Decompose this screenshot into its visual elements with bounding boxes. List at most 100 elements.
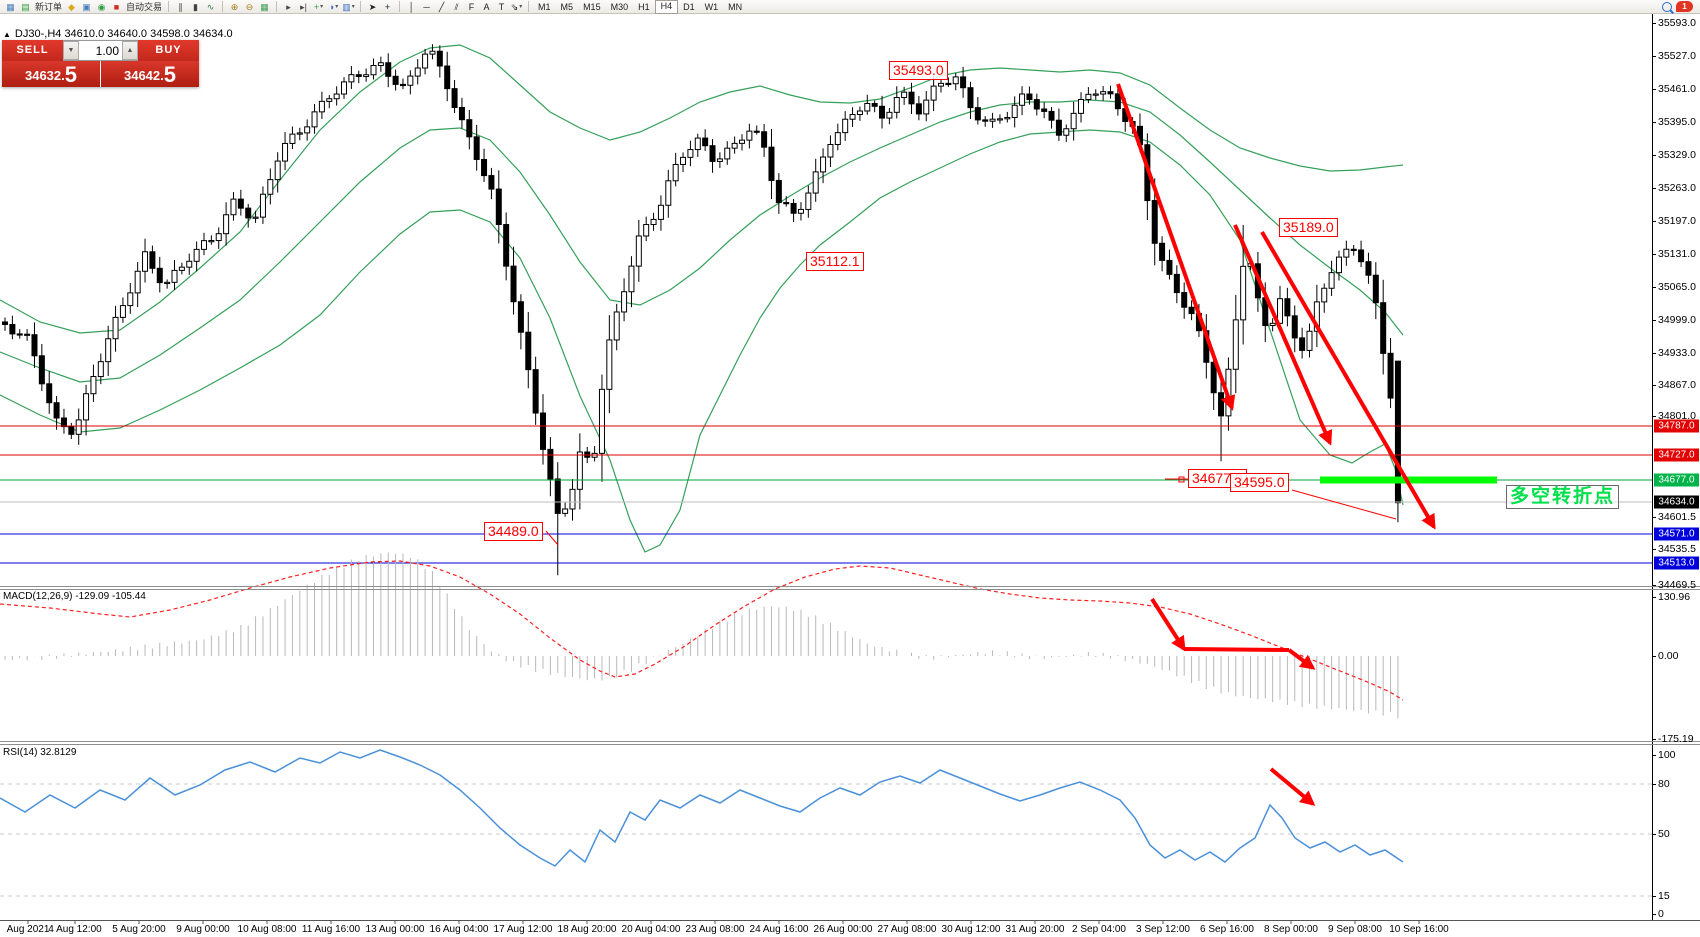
templates-menu[interactable]: ▥ ▾ bbox=[342, 1, 355, 12]
candle-body bbox=[112, 316, 119, 340]
arrows-tool[interactable]: ⇘ ▾ bbox=[510, 1, 523, 12]
candle-body bbox=[422, 53, 429, 69]
line-chart-icon[interactable]: ∿ bbox=[206, 1, 215, 12]
candle-body bbox=[923, 99, 930, 115]
axis-tick bbox=[1652, 739, 1656, 740]
new-order-button[interactable]: ▤ bbox=[21, 1, 30, 12]
volume-decrease-button[interactable]: ▼ bbox=[63, 41, 79, 60]
fibonacci-tool[interactable]: F bbox=[468, 1, 475, 12]
price-badge: 34571.0 bbox=[1654, 527, 1699, 541]
profiles-icon[interactable]: ▣ bbox=[82, 1, 91, 12]
price-annotation-label[interactable]: 35493.0 bbox=[889, 61, 948, 80]
candle-body bbox=[1210, 361, 1217, 394]
price-axis-label: 34867.0 bbox=[1658, 379, 1696, 391]
autotrade-button[interactable]: ■ bbox=[113, 1, 120, 12]
macd-signal-line bbox=[0, 560, 1404, 701]
timeframe-m5[interactable]: M5 bbox=[560, 1, 574, 12]
timeframe-d1[interactable]: D1 bbox=[683, 1, 695, 12]
new-chart-icon[interactable]: ▦ bbox=[6, 1, 15, 12]
price-axis-label: 35527.0 bbox=[1658, 50, 1696, 62]
candle-body bbox=[38, 355, 45, 385]
candle-body bbox=[296, 132, 303, 135]
candle-body bbox=[451, 88, 458, 108]
sell-button[interactable]: SELL bbox=[2, 40, 63, 61]
timeframe-h4[interactable]: H4 bbox=[654, 0, 679, 14]
bar-chart-icon[interactable]: ∥ bbox=[178, 1, 183, 12]
trendline-tool[interactable]: ╱ bbox=[438, 1, 445, 12]
trend-arrow[interactable] bbox=[1260, 230, 1436, 530]
candle-body bbox=[24, 333, 31, 336]
label-connector bbox=[545, 530, 559, 546]
pane-separator[interactable] bbox=[0, 741, 1700, 742]
auto-scroll-icon[interactable]: ▸ bbox=[286, 1, 291, 12]
candle-body bbox=[149, 251, 156, 269]
zoom-in-icon[interactable]: ⊕ bbox=[230, 1, 239, 12]
candle-body bbox=[709, 145, 716, 162]
candle-body bbox=[834, 132, 841, 145]
buy-button[interactable]: BUY bbox=[138, 40, 199, 61]
eraser-icon[interactable]: ◆ bbox=[68, 1, 75, 12]
axis-tick bbox=[1652, 320, 1656, 321]
tile-windows-icon[interactable]: ▦ bbox=[260, 1, 269, 12]
time-axis-label: 24 Aug 16:00 bbox=[749, 924, 809, 935]
signal-icon[interactable]: ◉ bbox=[97, 1, 106, 12]
axis-tick bbox=[1652, 784, 1656, 785]
trend-arrow[interactable] bbox=[1116, 83, 1236, 411]
candle-body bbox=[127, 292, 134, 307]
cursor-tool[interactable]: ➤ bbox=[368, 1, 377, 12]
pane-separator[interactable] bbox=[0, 586, 1700, 587]
buy-price[interactable]: 34642. 5 bbox=[101, 61, 199, 87]
rsi-arrow[interactable] bbox=[1269, 767, 1316, 806]
label-tool[interactable]: T bbox=[498, 1, 505, 12]
autotrade-button-label[interactable]: 自动交易 bbox=[126, 2, 163, 12]
price-annotation-label[interactable]: 34595.0 bbox=[1230, 473, 1289, 492]
timeframe-w1[interactable]: W1 bbox=[704, 1, 719, 12]
pane-separator[interactable] bbox=[0, 744, 1700, 745]
time-axis-label: 26 Aug 00:00 bbox=[813, 924, 873, 935]
price-badge: 34677.0 bbox=[1654, 473, 1699, 487]
trend-arrow[interactable] bbox=[1233, 224, 1333, 446]
channel-tool[interactable]: ⫽ bbox=[454, 1, 459, 12]
volume-increase-button[interactable]: ▲ bbox=[122, 41, 138, 60]
notification-badge[interactable]: 1 bbox=[1676, 1, 1693, 12]
macd-arrow[interactable] bbox=[1150, 597, 1186, 652]
timeframe-m30[interactable]: M30 bbox=[610, 1, 629, 12]
hline-tool[interactable]: ─ bbox=[423, 1, 430, 12]
periods-menu[interactable]: ◑ ▾ bbox=[328, 1, 339, 12]
volume-input[interactable]: 1.00 bbox=[79, 41, 122, 60]
candle-body bbox=[1284, 298, 1291, 317]
price-annotation-label[interactable]: 35112.1 bbox=[806, 252, 864, 271]
candle-body bbox=[665, 180, 672, 206]
candle-chart-icon[interactable]: ▮ bbox=[193, 1, 198, 12]
new-order-button-label[interactable]: 新订单 bbox=[35, 2, 63, 12]
turning-point-note[interactable]: 多空转折点 bbox=[1506, 485, 1620, 509]
candle-body bbox=[812, 171, 819, 194]
vline-tool[interactable]: │ bbox=[408, 1, 415, 12]
macd-arrow[interactable] bbox=[1287, 648, 1316, 670]
chart-shift-icon[interactable]: ▸| bbox=[300, 1, 307, 12]
price-annotation-label[interactable]: 34677.0 bbox=[1188, 469, 1247, 488]
candle-body bbox=[1387, 352, 1394, 399]
candle-body bbox=[960, 76, 967, 89]
timeframe-mn[interactable]: MN bbox=[728, 1, 743, 12]
candle-body bbox=[724, 147, 731, 160]
candle-body bbox=[193, 248, 200, 262]
price-annotation-label[interactable]: 35189.0 bbox=[1279, 218, 1338, 237]
text-tool[interactable]: A bbox=[483, 1, 490, 12]
search-icon[interactable] bbox=[1662, 1, 1674, 14]
macd-label: MACD(12,26,9) -129.09 -105.44 bbox=[3, 591, 146, 602]
candle-body bbox=[598, 388, 605, 454]
timeframe-h1[interactable]: H1 bbox=[638, 1, 650, 12]
candle-body bbox=[1188, 306, 1195, 315]
indicators-menu[interactable]: + ▾ bbox=[313, 1, 324, 12]
sell-price[interactable]: 34632. 5 bbox=[2, 61, 100, 87]
timeframe-m1[interactable]: M1 bbox=[538, 1, 551, 12]
zoom-out-icon[interactable]: ⊖ bbox=[245, 1, 254, 12]
time-axis-label: 11 Aug 16:00 bbox=[301, 924, 361, 935]
price-annotation-label[interactable]: 34489.0 bbox=[484, 522, 543, 541]
timeframe-m15[interactable]: M15 bbox=[583, 1, 601, 12]
pane-separator[interactable] bbox=[0, 589, 1700, 590]
macd-arrow[interactable] bbox=[1183, 647, 1290, 652]
crosshair-tool[interactable]: + bbox=[384, 1, 391, 12]
